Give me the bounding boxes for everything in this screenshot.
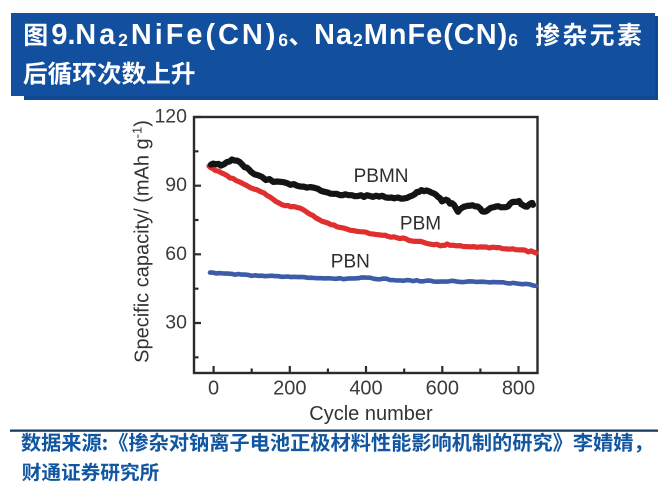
svg-text:PBN: PBN <box>331 251 370 272</box>
svg-text:60: 60 <box>165 243 187 265</box>
svg-text:90: 90 <box>165 174 187 196</box>
svg-text:600: 600 <box>426 378 459 400</box>
svg-text:PBM: PBM <box>400 214 441 235</box>
svg-text:200: 200 <box>273 378 306 400</box>
svg-text:400: 400 <box>349 378 382 400</box>
svg-text:Specific capacity/ (mAh g-1): Specific capacity/ (mAh g-1) <box>130 120 154 363</box>
svg-text:30: 30 <box>165 312 187 334</box>
svg-text:800: 800 <box>502 378 535 400</box>
svg-text:Cycle number: Cycle number <box>309 403 433 425</box>
svg-text:120: 120 <box>154 106 187 128</box>
svg-text:PBMN: PBMN <box>354 166 409 187</box>
svg-text:0: 0 <box>208 378 219 400</box>
